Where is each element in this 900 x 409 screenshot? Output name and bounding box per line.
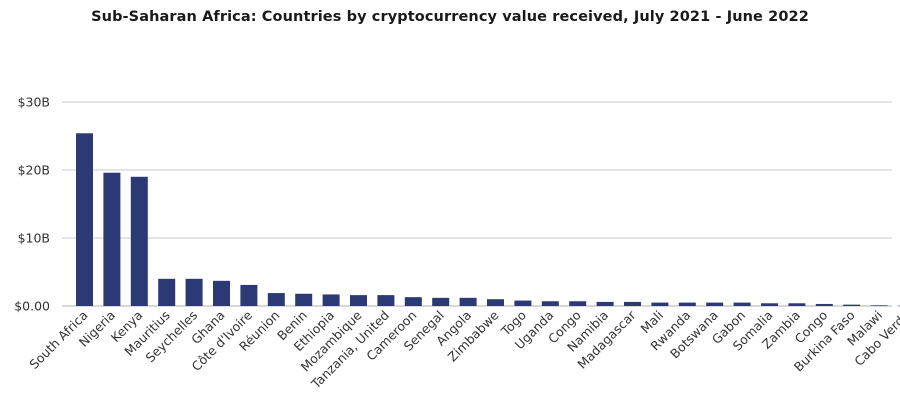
- bar: [322, 294, 340, 306]
- y-tick-label: $30B: [18, 95, 50, 110]
- bar: [350, 295, 367, 306]
- y-tick-label: $10B: [18, 231, 50, 246]
- bar: [761, 303, 778, 306]
- bar: [541, 301, 559, 306]
- bar: [788, 303, 806, 306]
- bar: [103, 172, 121, 306]
- bar: [158, 278, 176, 306]
- bar: [459, 297, 477, 306]
- bar: [624, 301, 641, 306]
- bar: [870, 305, 888, 306]
- bar: [815, 303, 833, 306]
- y-tick-label: $20B: [18, 163, 50, 178]
- bar: [377, 295, 395, 306]
- bar: [733, 302, 751, 306]
- bar: [295, 293, 313, 306]
- bar: [569, 301, 587, 306]
- bar: [678, 302, 696, 306]
- bar: [404, 297, 422, 306]
- y-tick-label: $0.00: [14, 299, 50, 314]
- bar: [706, 302, 724, 306]
- bar: [267, 293, 285, 306]
- bar: [596, 301, 614, 306]
- bar: [76, 133, 93, 306]
- bar: [185, 278, 203, 306]
- bar: [240, 284, 258, 306]
- bar: [487, 299, 504, 306]
- chart-title: Sub-Saharan Africa: Countries by cryptoc…: [91, 9, 809, 25]
- bar: [432, 297, 450, 306]
- bar: [843, 304, 861, 306]
- bar: [130, 176, 148, 306]
- bar: [514, 300, 532, 306]
- bar: [651, 302, 669, 306]
- bar: [213, 280, 230, 306]
- bar: [898, 305, 900, 307]
